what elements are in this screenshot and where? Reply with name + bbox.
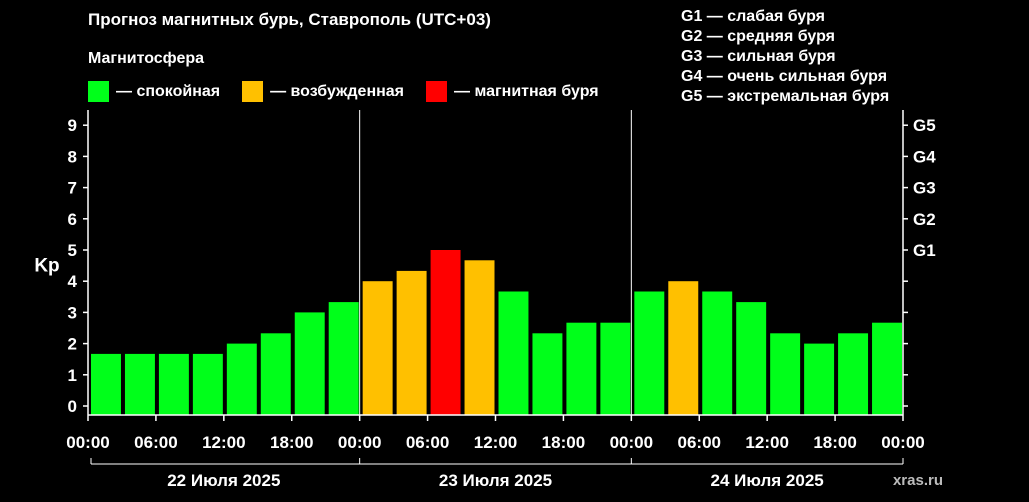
legend-label-storm: — магнитная буря bbox=[454, 82, 599, 100]
g-tick-label: G5 bbox=[913, 116, 936, 135]
x-tick-label: 00:00 bbox=[66, 433, 109, 452]
kp-bar bbox=[124, 353, 155, 415]
x-tick-label: 12:00 bbox=[745, 433, 788, 452]
g-scale-list: G1 — слабая буря G2 — средняя буря G3 — … bbox=[681, 7, 889, 107]
y-tick-label: 1 bbox=[68, 366, 77, 385]
legend-swatch-excited bbox=[242, 81, 264, 102]
x-tick-label: 18:00 bbox=[270, 433, 313, 452]
y-tick-label: 8 bbox=[68, 147, 77, 166]
y-tick-label: 6 bbox=[68, 210, 77, 229]
legend-swatch-calm bbox=[88, 81, 109, 102]
g-tick-label: G4 bbox=[913, 147, 936, 166]
kp-bar bbox=[532, 333, 563, 415]
g-tick-label: G3 bbox=[913, 179, 936, 198]
kp-bar bbox=[192, 353, 223, 415]
legend-heading: Магнитосфера bbox=[88, 50, 205, 67]
kp-bar bbox=[634, 291, 665, 415]
g-scale-g4: G4 — очень сильная буря bbox=[681, 68, 888, 85]
kp-bar bbox=[498, 291, 529, 415]
chart-title: Прогноз магнитных бурь, Ставрополь (UTC+… bbox=[88, 10, 491, 29]
x-tick-label: 06:00 bbox=[134, 433, 177, 452]
source-label: xras.ru bbox=[892, 472, 943, 489]
legend-label-excited: — возбужденная bbox=[270, 82, 405, 100]
legend: — спокойная — возбужденная — магнитная б… bbox=[88, 81, 621, 102]
legend-item-storm: — магнитная буря bbox=[426, 81, 599, 102]
x-tick-label: 00:00 bbox=[610, 433, 653, 452]
kp-bar bbox=[464, 260, 495, 415]
legend-item-calm: — спокойная bbox=[88, 81, 220, 102]
x-tick-label: 06:00 bbox=[406, 433, 449, 452]
kp-bar bbox=[294, 312, 325, 415]
kp-bar bbox=[600, 322, 631, 415]
legend-item-excited: — возбужденная bbox=[242, 81, 404, 102]
kp-bar bbox=[838, 333, 869, 415]
kp-bar bbox=[328, 302, 359, 415]
kp-bar bbox=[804, 343, 835, 415]
x-tick-label: 00:00 bbox=[338, 433, 381, 452]
x-tick-label: 12:00 bbox=[474, 433, 517, 452]
x-tick-label: 00:00 bbox=[881, 433, 924, 452]
kp-bar bbox=[872, 322, 902, 415]
y-tick-label: 4 bbox=[68, 272, 78, 291]
kp-bar bbox=[260, 333, 291, 415]
day-label: 23 Июля 2025 bbox=[439, 471, 552, 490]
kp-bar bbox=[158, 353, 189, 415]
g-tick-label: G1 bbox=[913, 241, 936, 260]
y-axis-label: Kp bbox=[34, 256, 59, 277]
g-scale-g2: G2 — средняя буря bbox=[681, 28, 835, 45]
kp-bar bbox=[770, 333, 801, 415]
legend-label-calm: — спокойная bbox=[116, 82, 221, 100]
day-label: 24 Июля 2025 bbox=[711, 471, 824, 490]
kp-bar bbox=[566, 322, 597, 415]
legend-swatch-storm bbox=[426, 81, 448, 102]
g-scale-g3: G3 — сильная буря bbox=[681, 48, 836, 65]
kp-bar bbox=[396, 270, 427, 415]
x-tick-label: 18:00 bbox=[813, 433, 856, 452]
kp-bar bbox=[226, 343, 257, 415]
y-tick-label: 3 bbox=[68, 303, 77, 322]
day-label: 22 Июля 2025 bbox=[167, 471, 280, 490]
kp-bar bbox=[736, 302, 767, 415]
kp-bar bbox=[91, 353, 121, 415]
g-scale-g5: G5 — экстремальная буря bbox=[681, 88, 890, 105]
y-tick-label: 0 bbox=[68, 397, 77, 416]
kp-bar bbox=[362, 281, 393, 415]
kp-bar bbox=[702, 291, 733, 415]
g-tick-label: G2 bbox=[913, 210, 936, 229]
x-tick-label: 18:00 bbox=[542, 433, 585, 452]
y-tick-label: 7 bbox=[68, 179, 77, 198]
y-tick-label: 5 bbox=[68, 241, 77, 260]
x-tick-label: 06:00 bbox=[678, 433, 721, 452]
kp-bar bbox=[430, 250, 461, 415]
y-tick-label: 2 bbox=[68, 335, 77, 354]
g-scale-g1: G1 — слабая буря bbox=[681, 8, 826, 25]
kp-bar bbox=[668, 281, 699, 415]
x-tick-label: 12:00 bbox=[202, 433, 245, 452]
y-tick-label: 9 bbox=[68, 116, 77, 135]
